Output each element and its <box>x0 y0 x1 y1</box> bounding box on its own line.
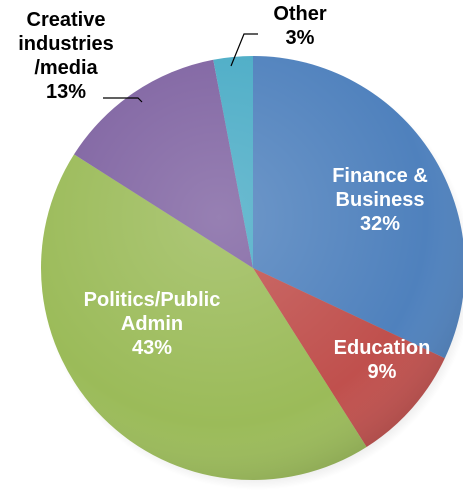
slice-label-finance-business: Finance & Business 32% <box>332 165 428 235</box>
slice-label-education: Education 9% <box>334 337 431 383</box>
slice-label-politics-public-admin: Politics/Public Admin 43% <box>84 289 221 359</box>
slice-value-label: 3% <box>286 27 315 49</box>
slice-category-label: Finance & <box>332 165 428 187</box>
slice-category-label: Business <box>336 189 425 211</box>
slice-value-label: 9% <box>368 361 397 383</box>
slice-label-creative-industries-media: Creative industries/media 13% <box>18 9 114 103</box>
slice-value-label: 32% <box>360 213 400 235</box>
slice-value-label: 43% <box>132 337 172 359</box>
leader-line-creative-industries-media <box>103 97 143 103</box>
pie-shading <box>41 56 463 480</box>
slice-category-label: /media <box>34 57 98 79</box>
leader-line-other <box>230 33 258 67</box>
slice-labels: Finance & Business 32% Education 9% Politics/… <box>18 3 430 383</box>
slice-category-label: Creative <box>27 9 106 31</box>
slice-category-label: Admin <box>121 313 183 335</box>
slice-label-other: Other 3% <box>273 3 327 49</box>
pie-shading-overlay <box>41 56 463 480</box>
leader-lines <box>103 33 258 103</box>
slice-category-label: Other <box>273 3 327 25</box>
slice-category-label: Politics/Public <box>84 289 221 311</box>
slice-category-label: industries <box>18 33 114 55</box>
slice-value-label: 13% <box>46 81 86 103</box>
slice-category-label: Education <box>334 337 431 359</box>
